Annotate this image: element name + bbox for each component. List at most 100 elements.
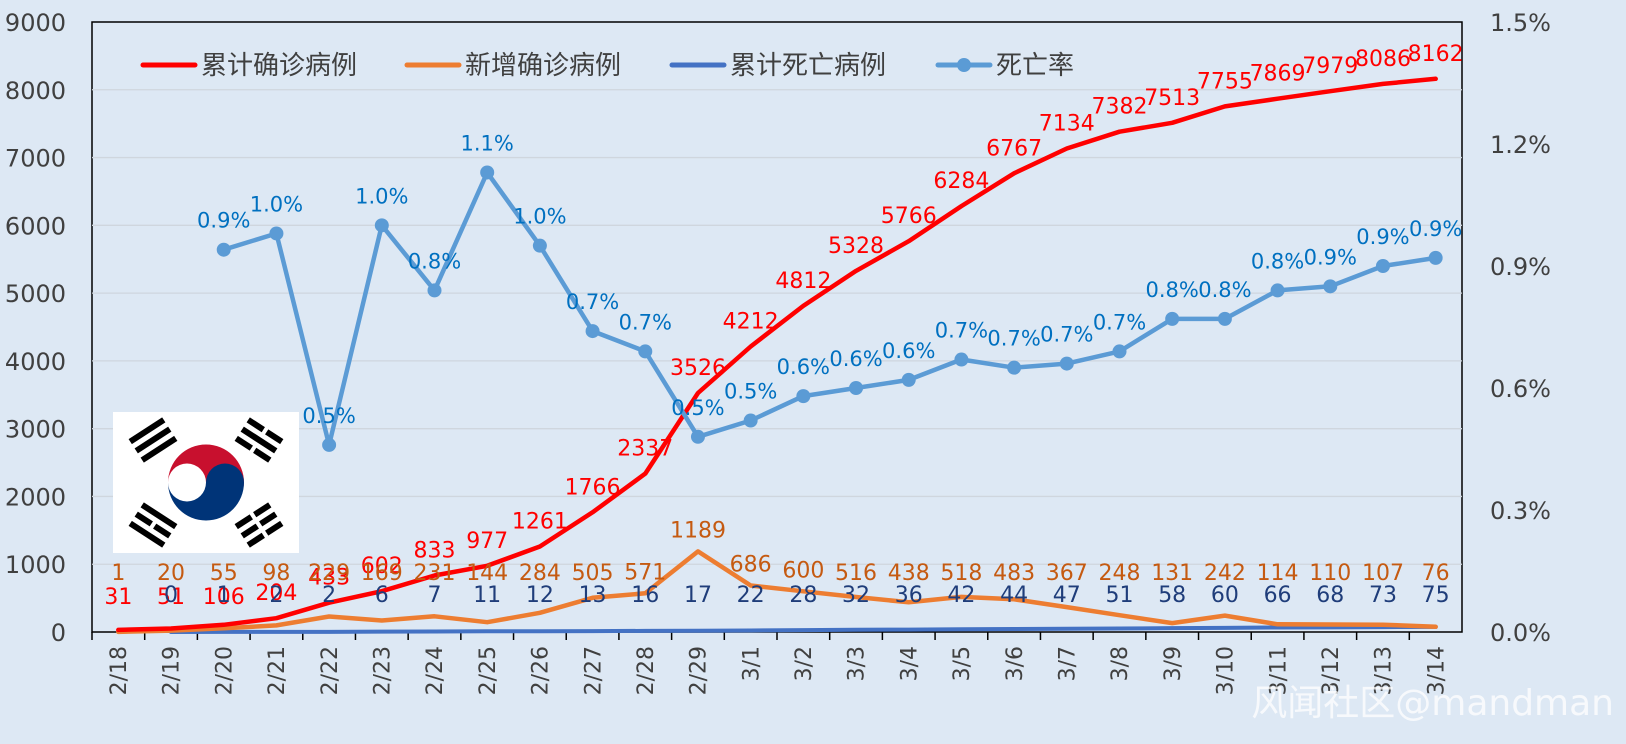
data-label-3: 0.7%	[987, 327, 1040, 351]
data-label-2: 58	[1158, 583, 1186, 608]
data-label-0: 7979	[1302, 54, 1358, 79]
data-label-0: 7869	[1250, 62, 1306, 87]
data-label-3: 0.8%	[408, 249, 461, 273]
series-marker-3	[216, 242, 231, 257]
legend-label-3: 死亡率	[996, 51, 1074, 81]
data-label-1: 518	[940, 561, 982, 586]
data-label-1: 98	[262, 561, 290, 586]
data-label-1: 1189	[670, 518, 726, 543]
data-label-3: 1.0%	[250, 192, 303, 216]
data-label-2: 28	[789, 583, 817, 608]
data-label-3: 1.1%	[461, 131, 514, 155]
y-left-tick-label: 2000	[5, 483, 66, 511]
series-marker-3	[901, 372, 916, 387]
data-label-2: 60	[1211, 583, 1239, 608]
data-label-2: 22	[737, 583, 765, 608]
series-marker-3	[1165, 311, 1180, 326]
data-label-1: 110	[1309, 561, 1351, 586]
y-left-tick-label: 7000	[5, 145, 66, 173]
legend-marker-3	[957, 58, 971, 72]
data-label-2: 75	[1422, 583, 1450, 608]
x-tick-label: 2/22	[318, 646, 343, 695]
data-label-0: 4812	[775, 269, 831, 294]
data-label-3: 0.8%	[1251, 249, 1304, 273]
data-label-2: 17	[684, 583, 712, 608]
series-marker-3	[322, 437, 337, 452]
data-label-2: 12	[526, 583, 554, 608]
y-left-tick-label: 1000	[5, 551, 66, 579]
data-label-0: 7134	[1039, 111, 1095, 136]
x-tick-label: 3/6	[1003, 646, 1028, 681]
data-label-2: 16	[631, 583, 659, 608]
series-marker-3	[743, 413, 758, 428]
data-label-1: 231	[414, 561, 456, 586]
data-label-0: 7382	[1092, 95, 1148, 120]
data-label-0: 7755	[1197, 69, 1253, 94]
data-label-1: 248	[1099, 561, 1141, 586]
x-tick-label: 3/10	[1214, 646, 1239, 695]
data-label-0: 106	[203, 585, 245, 610]
data-label-3: 1.0%	[355, 184, 408, 208]
data-label-3: 0.6%	[777, 355, 830, 379]
data-label-2: 51	[1106, 583, 1134, 608]
series-marker-3	[638, 344, 653, 359]
legend-label-0: 累计确诊病例	[201, 51, 357, 81]
data-label-1: 483	[993, 561, 1035, 586]
y-left-tick-label: 4000	[5, 348, 66, 376]
series-line-1	[116, 549, 1438, 635]
data-label-3: 0.6%	[882, 339, 935, 363]
y-left-tick-label: 9000	[5, 9, 66, 37]
y-right-tick-label: 1.2%	[1490, 131, 1551, 159]
data-label-1: 144	[466, 561, 508, 586]
y-right-tick-label: 0.3%	[1490, 497, 1551, 525]
x-tick-label: 2/27	[581, 646, 606, 695]
series-marker-3	[690, 429, 705, 444]
data-label-2: 11	[473, 583, 501, 608]
data-label-3: 0.8%	[1146, 278, 1199, 302]
y-right-tick-label: 0.0%	[1490, 619, 1551, 647]
data-label-3: 0.5%	[302, 404, 355, 428]
data-label-2: 66	[1264, 583, 1292, 608]
series-marker-3	[374, 218, 389, 233]
x-tick-label: 2/21	[265, 646, 290, 695]
data-label-1: 55	[210, 561, 238, 586]
data-label-0: 602	[361, 554, 403, 579]
series-marker-3	[269, 226, 284, 241]
x-tick-label: 3/1	[739, 646, 764, 681]
series-marker-3	[1428, 250, 1443, 265]
data-label-0: 8086	[1355, 47, 1411, 72]
x-tick-label: 3/2	[792, 646, 817, 681]
data-label-0: 6284	[933, 169, 989, 194]
data-label-2: 13	[579, 583, 607, 608]
series-marker-3	[1323, 279, 1338, 294]
data-label-0: 1766	[565, 475, 621, 500]
data-label-0: 6767	[986, 136, 1042, 161]
x-tick-label: 2/26	[529, 646, 554, 695]
x-tick-label: 3/11	[1266, 646, 1291, 695]
data-label-1: 686	[730, 553, 772, 578]
data-label-3: 0.7%	[935, 319, 988, 343]
x-tick-label: 2/20	[212, 646, 237, 695]
data-label-1: 516	[835, 561, 877, 586]
data-label-1: 229	[308, 561, 350, 586]
data-label-2: 6	[375, 583, 389, 608]
data-label-2: 2	[322, 583, 336, 608]
y-left-tick-label: 5000	[5, 280, 66, 308]
data-label-3: 0.6%	[829, 347, 882, 371]
series-line-3	[221, 170, 1438, 448]
data-label-2: 7	[428, 583, 442, 608]
data-label-2: 73	[1369, 583, 1397, 608]
data-label-2: 68	[1316, 583, 1344, 608]
data-label-0: 31	[104, 585, 132, 610]
data-label-1: 284	[519, 561, 561, 586]
watermark: 风闻社区@mandman	[1251, 683, 1614, 724]
x-tick-label: 2/28	[634, 646, 659, 695]
series-marker-3	[1217, 311, 1232, 326]
x-tick-label: 2/24	[423, 646, 448, 695]
data-label-2: 47	[1053, 583, 1081, 608]
data-label-1: 131	[1151, 561, 1193, 586]
x-tick-label: 3/14	[1424, 646, 1449, 695]
series-marker-3	[954, 352, 969, 367]
x-tick-label: 2/29	[687, 646, 712, 695]
